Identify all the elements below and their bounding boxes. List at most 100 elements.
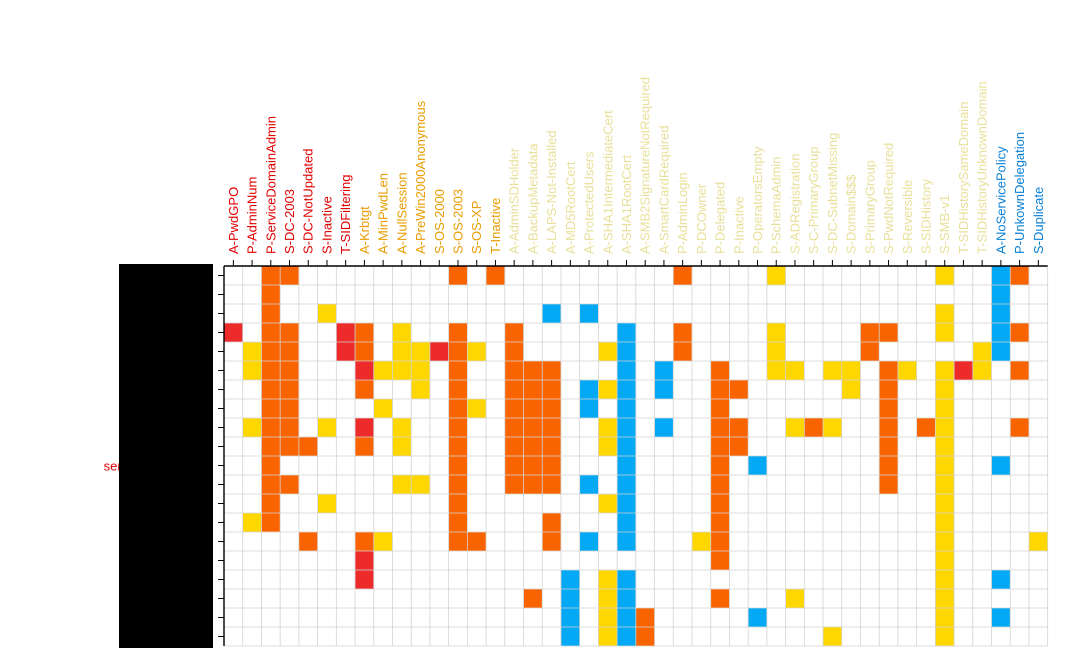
heatmap-cell	[467, 342, 487, 361]
heatmap-cell	[710, 532, 730, 551]
heatmap-cell	[523, 399, 543, 418]
heatmap-cell	[598, 627, 618, 646]
heatmap-cell	[504, 418, 524, 437]
heatmap-cell	[448, 342, 468, 361]
heatmap-cell	[617, 418, 636, 437]
heatmap-cell	[280, 342, 299, 361]
heatmap-cell	[448, 437, 468, 456]
heatmap-cell	[972, 342, 992, 361]
heatmap-cell	[617, 323, 636, 342]
heatmap-cell	[879, 399, 898, 418]
heatmap-cell	[617, 456, 636, 475]
heatmap-cell	[954, 361, 973, 380]
column-label: A-SHA1IntermediateCert	[600, 110, 615, 254]
heatmap-cell	[542, 475, 561, 494]
heatmap-cell	[560, 627, 580, 646]
heatmap-cell	[504, 323, 524, 342]
heatmap-cell	[542, 361, 561, 380]
heatmap-cell	[355, 570, 374, 589]
column-label: S-PwdNotRequired	[881, 143, 896, 254]
heatmap-cell	[448, 418, 468, 437]
heatmap-cell	[542, 437, 561, 456]
heatmap-cell	[879, 418, 898, 437]
heatmap-cell	[560, 589, 580, 608]
heatmap-cell	[355, 418, 374, 437]
heatmap-cell	[935, 266, 955, 285]
heatmap-cell	[355, 532, 374, 551]
heatmap-cell	[935, 570, 955, 589]
heatmap-cell	[935, 418, 955, 437]
heatmap-cell	[823, 418, 842, 437]
column-label: S-SMB-v1	[937, 195, 952, 254]
heatmap-cell	[598, 418, 618, 437]
heatmap-cell	[261, 266, 281, 285]
heatmap-cell	[448, 399, 468, 418]
heatmap-cell	[935, 437, 955, 456]
heatmap-cell	[448, 361, 468, 380]
heatmap-cell	[879, 361, 898, 380]
heatmap-cell	[598, 570, 618, 589]
heatmap-cell	[673, 266, 692, 285]
heatmap-cell	[448, 494, 468, 513]
heatmap-cell	[261, 399, 281, 418]
heatmap-cell	[579, 399, 599, 418]
column-label: A-BackupMetadata	[525, 143, 540, 254]
heatmap-cell	[935, 456, 955, 475]
heatmap-cell	[654, 361, 674, 380]
heatmap-cell	[261, 342, 281, 361]
column-label: S-OS-2003	[451, 189, 466, 254]
heatmap-cell	[935, 304, 955, 323]
heatmap-cell	[298, 532, 318, 551]
heatmap-cell	[373, 361, 393, 380]
column-label: S-Domain$$$	[844, 174, 859, 254]
heatmap-cell	[523, 589, 543, 608]
heatmap-cell	[261, 304, 281, 323]
heatmap-cell	[710, 437, 730, 456]
heatmap-cell	[523, 475, 543, 494]
heatmap-cell	[523, 456, 543, 475]
heatmap-cell	[766, 342, 786, 361]
heatmap-cell	[355, 361, 374, 380]
heatmap-cell	[280, 475, 299, 494]
heatmap-cell	[261, 285, 281, 304]
heatmap-cell	[991, 342, 1011, 361]
heatmap-cell	[935, 475, 955, 494]
heatmap-cell	[879, 380, 898, 399]
column-label: A-ProtectedUsers	[582, 151, 597, 254]
heatmap-cell	[991, 266, 1011, 285]
heatmap-cell	[598, 608, 618, 627]
heatmap-cell	[448, 475, 468, 494]
heatmap-cell	[897, 361, 917, 380]
heatmap-cell	[617, 361, 636, 380]
heatmap-cell	[617, 475, 636, 494]
heatmap-cell	[935, 323, 955, 342]
heatmap-cell	[224, 323, 243, 342]
heatmap-cell	[710, 551, 730, 570]
heatmap-cell	[504, 380, 524, 399]
heatmap-cell	[336, 342, 356, 361]
heatmap-cell	[766, 323, 786, 342]
column-label: A-Krbtgt	[357, 206, 372, 254]
heatmap-cell	[972, 361, 992, 380]
heatmap-cell	[710, 418, 730, 437]
heatmap-cell	[879, 475, 898, 494]
heatmap-cell	[542, 456, 561, 475]
heatmap-cell	[542, 513, 561, 532]
column-label: A-SHA1RootCert	[619, 155, 634, 254]
heatmap-cell	[785, 589, 805, 608]
heatmap-cell	[373, 532, 393, 551]
heatmap-cell	[710, 475, 730, 494]
heatmap-cell	[579, 304, 599, 323]
heatmap-cell	[991, 285, 1011, 304]
column-label: S-C-PrimaryGroup	[806, 146, 821, 254]
heatmap-cell	[317, 304, 337, 323]
heatmap-cell	[280, 399, 299, 418]
heatmap-cell	[935, 589, 955, 608]
heatmap-cell	[411, 475, 430, 494]
column-label: S-Duplicate	[1031, 187, 1046, 254]
redaction-box	[119, 264, 213, 648]
column-label: S-OS-2000	[432, 189, 447, 254]
heatmap-cell	[523, 418, 543, 437]
heatmap-cell	[317, 418, 337, 437]
heatmap-cell	[298, 437, 318, 456]
